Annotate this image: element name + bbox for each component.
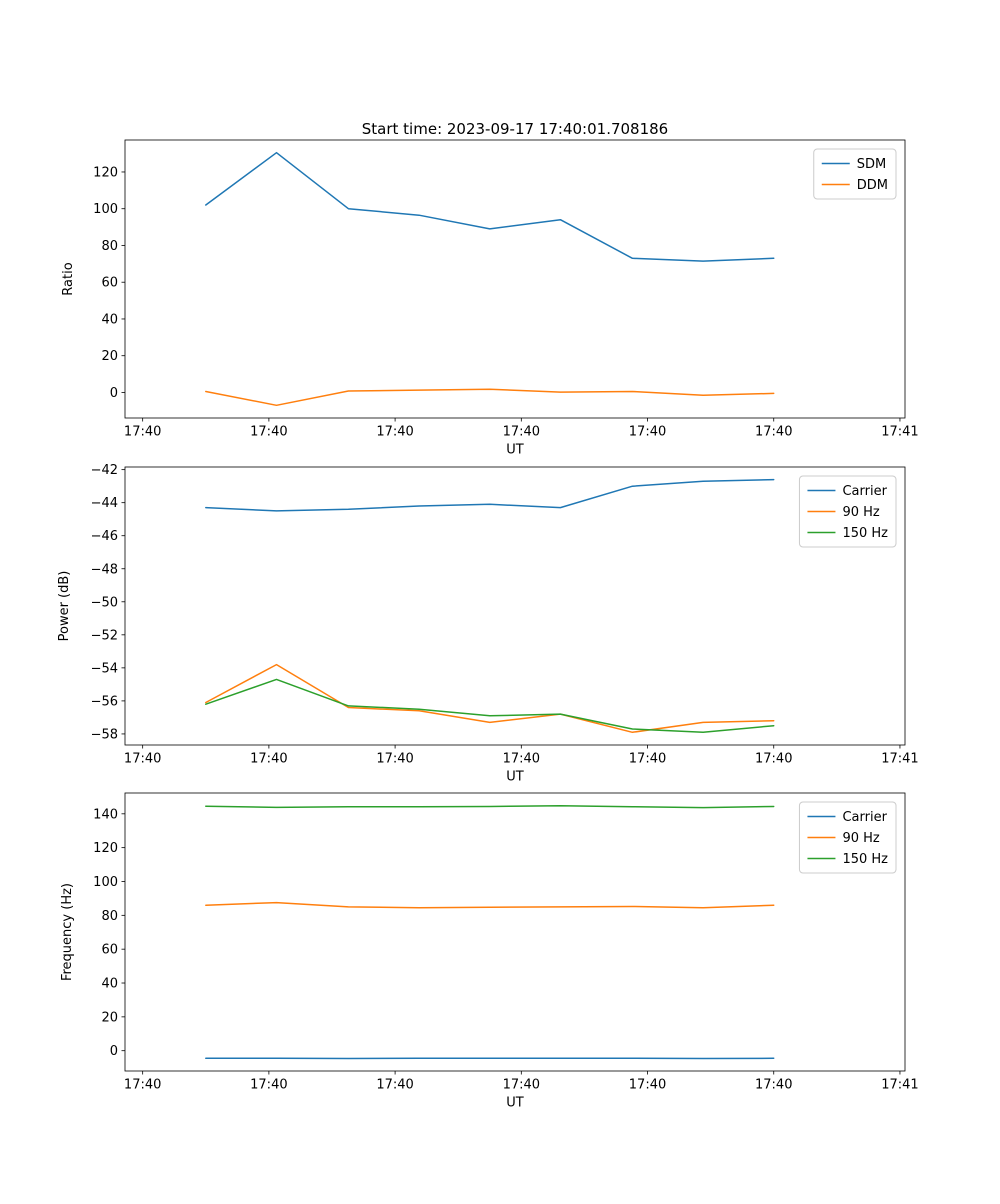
y-tick-label: 20 bbox=[101, 1010, 118, 1025]
y-tick-label: −50 bbox=[91, 595, 118, 610]
legend-label-sdm: SDM bbox=[857, 157, 886, 172]
y-tick-label: −54 bbox=[91, 661, 118, 676]
y-tick-label: 0 bbox=[110, 1044, 118, 1059]
x-tick-label: 17:40 bbox=[250, 425, 287, 440]
legend: SDM DDM bbox=[814, 149, 896, 199]
y-tick-label: −58 bbox=[91, 727, 118, 742]
y-tick-label: 40 bbox=[101, 312, 118, 327]
x-tick-label: 17:40 bbox=[250, 752, 287, 767]
y-tick-label: 80 bbox=[101, 909, 118, 924]
y-tick-label: 60 bbox=[101, 943, 118, 958]
legend: Carrier 90 Hz 150 Hz bbox=[799, 802, 896, 873]
x-tick-label: 17:40 bbox=[376, 425, 413, 440]
legend-label-90-hz: 90 Hz bbox=[842, 831, 879, 846]
y-tick-label: −52 bbox=[91, 628, 118, 643]
subplot-frequency: 0 20 40 60 80 100 120 140 17:40 17:40 17:40 17:40 17… bbox=[93, 793, 919, 1093]
x-tick-label: 17:40 bbox=[124, 752, 161, 767]
x-tick-label: 17:40 bbox=[250, 1078, 287, 1093]
x-tick-label: 17:40 bbox=[503, 425, 540, 440]
y-tick-label: −48 bbox=[91, 562, 118, 577]
y-tick-label: 100 bbox=[93, 202, 118, 217]
legend-label-ddm: DDM bbox=[857, 178, 888, 193]
y-tick-label: −44 bbox=[91, 496, 118, 511]
y-tick-label: −42 bbox=[91, 463, 118, 478]
x-tick-label: 17:40 bbox=[755, 752, 792, 767]
subplot-power: −58 −56 −54 −52 −50 −48 −46 −44 −42 17:40 17:40 17:… bbox=[91, 463, 919, 766]
x-tick-label: 17:40 bbox=[629, 1078, 666, 1093]
legend-label-carrier: Carrier bbox=[842, 484, 887, 499]
x-tick-label: 17:40 bbox=[376, 1078, 413, 1093]
legend: Carrier 90 Hz 150 Hz bbox=[799, 476, 896, 547]
x-tick-label: 17:40 bbox=[124, 1078, 161, 1093]
legend-label-150-hz: 150 Hz bbox=[842, 526, 888, 541]
xlabel-frequency: UT bbox=[506, 1096, 524, 1111]
x-tick-label: 17:40 bbox=[629, 752, 666, 767]
x-tick-label: 17:40 bbox=[503, 1078, 540, 1093]
y-tick-label: 40 bbox=[101, 977, 118, 992]
legend-label-carrier: Carrier bbox=[842, 810, 887, 825]
y-tick-label: 0 bbox=[110, 386, 118, 401]
y-tick-label: 100 bbox=[93, 875, 118, 890]
ylabel-power: Power (dB) bbox=[57, 571, 72, 642]
y-tick-label: 120 bbox=[93, 165, 118, 180]
legend-label-90-hz: 90 Hz bbox=[842, 505, 879, 520]
x-tick-label: 17:40 bbox=[124, 425, 161, 440]
axes-frame bbox=[125, 793, 905, 1071]
figure-title: Start time: 2023-09-17 17:40:01.708186 bbox=[362, 120, 668, 138]
y-tick-label: 140 bbox=[93, 807, 118, 822]
y-tick-label: 60 bbox=[101, 276, 118, 291]
ylabel-frequency: Frequency (Hz) bbox=[60, 883, 75, 981]
xlabel-ratio: UT bbox=[506, 443, 524, 458]
x-tick-label: 17:40 bbox=[755, 425, 792, 440]
y-tick-label: −56 bbox=[91, 694, 118, 709]
x-tick-label: 17:40 bbox=[755, 1078, 792, 1093]
x-tick-label: 17:41 bbox=[881, 1078, 918, 1093]
y-tick-label: 120 bbox=[93, 841, 118, 856]
x-tick-label: 17:40 bbox=[629, 425, 666, 440]
axes-frame bbox=[125, 140, 905, 418]
y-tick-label: 20 bbox=[101, 349, 118, 364]
y-tick-label: −46 bbox=[91, 529, 118, 544]
ylabel-ratio: Ratio bbox=[61, 262, 76, 295]
y-tick-label: 80 bbox=[101, 239, 118, 254]
xlabel-power: UT bbox=[506, 770, 524, 785]
subplot-ratio: 0 20 40 60 80 100 120 17:40 17:40 17:40 17:40 17:40… bbox=[93, 140, 919, 440]
x-tick-label: 17:41 bbox=[881, 752, 918, 767]
x-tick-label: 17:40 bbox=[503, 752, 540, 767]
x-tick-label: 17:41 bbox=[881, 425, 918, 440]
x-tick-label: 17:40 bbox=[376, 752, 413, 767]
legend-label-150-hz: 150 Hz bbox=[842, 852, 888, 867]
